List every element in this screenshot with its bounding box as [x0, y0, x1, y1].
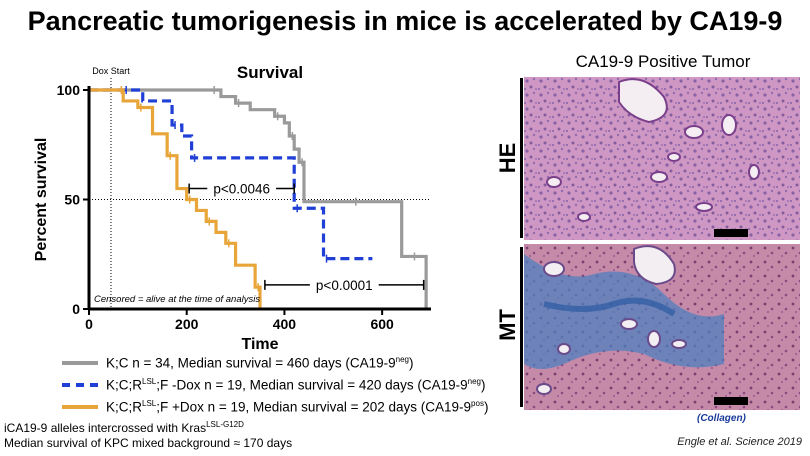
legend-item-minus-dox: K;C;RLSL;F -Dox n = 19, Median survival … — [62, 374, 486, 396]
series-line-2 — [89, 88, 373, 261]
legend-swatch-plus-dox — [62, 405, 98, 409]
x-axis-label: Time — [241, 336, 278, 353]
legend-swatch-minus-dox — [62, 383, 98, 387]
series-line-3 — [89, 88, 262, 309]
dox-start-label: Dox Start — [92, 66, 130, 76]
mt-histology-image — [524, 244, 800, 410]
collagen-label: (Collagen) — [697, 413, 746, 424]
pvalue-label-2: p<0.0001 — [316, 278, 373, 293]
chart-title: Survival — [237, 63, 303, 82]
mt-label: MT — [495, 309, 520, 341]
legend-label-kc: K;C n = 34, Median survival = 460 days (… — [106, 355, 414, 371]
x-tick-label-400: 400 — [273, 316, 297, 332]
mt-side-bar — [520, 247, 523, 407]
mt-scale-bar — [714, 397, 748, 405]
citation: Engle et al. Science 2019 — [677, 436, 802, 448]
y-tick-label-0: 0 — [72, 301, 80, 317]
slide-title: Pancreatic tumorigenesis in mice is acce… — [27, 6, 783, 36]
he-histology-image — [524, 77, 800, 240]
pvalue-label-1: p<0.0046 — [213, 182, 270, 197]
legend-item-kc: K;C n = 34, Median survival = 460 days (… — [62, 352, 414, 374]
series-line-1 — [89, 88, 428, 309]
y-axis-label: Percent survival — [33, 138, 50, 262]
x-tick-label-0: 0 — [85, 316, 93, 332]
y-tick-label-100: 100 — [57, 82, 81, 98]
tumor-panel-title: CA19-9 Positive Tumor — [575, 52, 751, 71]
footnote-alleles: iCA19-9 alleles intercrossed with KrasLS… — [4, 420, 244, 435]
legend-swatch-kc — [62, 361, 98, 365]
legend-label-minus-dox: K;C;RLSL;F -Dox n = 19, Median survival … — [106, 377, 486, 393]
pvalue-label-bg-2 — [309, 275, 379, 294]
he-scale-bar — [714, 229, 748, 237]
x-tick-label-200: 200 — [175, 316, 199, 332]
footnote-kpc-survival: Median survival of KPC mixed background … — [4, 436, 293, 450]
y-tick-label-50: 50 — [64, 192, 80, 208]
legend-item-plus-dox: K;C;RLSL;F +Dox n = 19, Median survival … — [62, 396, 488, 418]
censored-note: Censored = alive at the time of analysis — [94, 294, 260, 305]
he-side-bar — [520, 78, 523, 238]
survival-chart: Dox Start Survival 0 50 100 0 200 400 600 Time Pe… — [33, 63, 431, 353]
x-tick-label-600: 600 — [370, 316, 394, 332]
he-label: HE — [495, 142, 520, 174]
pvalue-label-bg-1 — [207, 179, 277, 198]
legend-label-plus-dox: K;C;RLSL;F +Dox n = 19, Median survival … — [106, 399, 489, 415]
